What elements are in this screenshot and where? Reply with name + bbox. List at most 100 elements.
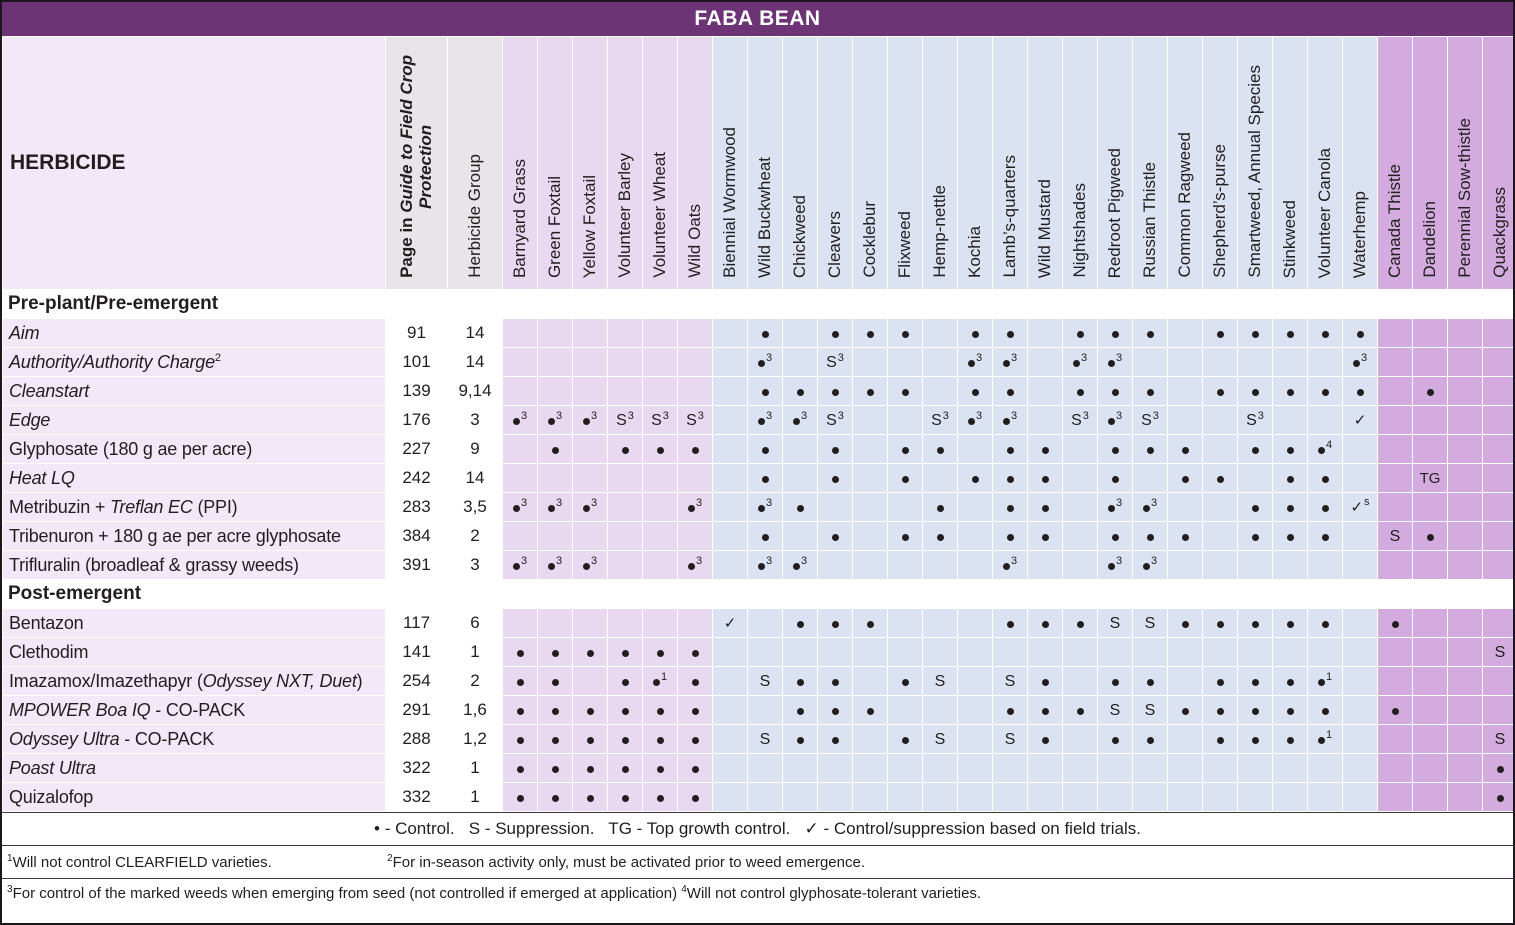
rating-cell — [1272, 608, 1308, 638]
control-dot: 3 — [757, 556, 772, 572]
rating-cell — [992, 695, 1028, 725]
dot-icon — [691, 447, 699, 454]
control-dot: 3 — [512, 411, 527, 427]
herbicide-group: 3 — [447, 405, 503, 435]
weed-column-header-label: Quackgrass — [1490, 187, 1510, 278]
rating-cell — [1447, 782, 1483, 812]
rating-cell — [1202, 608, 1238, 638]
control-dot: 3 — [582, 498, 597, 514]
rating-cell — [852, 463, 888, 493]
rating-cell — [572, 753, 608, 783]
control-dot: 3 — [547, 498, 562, 514]
control-dot — [761, 447, 769, 454]
rating-cell — [1027, 434, 1063, 464]
dot-icon — [971, 331, 979, 338]
rating-cell — [1202, 463, 1238, 493]
rating-cell: 3 — [502, 405, 538, 435]
rating-cell — [957, 463, 993, 493]
rating-cell — [1482, 347, 1513, 377]
weed-column-header-label: Canada Thistle — [1385, 163, 1405, 278]
weed-column-header-label: Common Ragweed — [1175, 132, 1195, 278]
rating-cell — [642, 434, 678, 464]
rating-cell — [852, 318, 888, 348]
weed-column-header-label: Lamb’s-quarters — [1000, 155, 1020, 278]
herbicide-group: 3 — [447, 550, 503, 580]
rating-cell — [1027, 405, 1063, 435]
control-dot — [1181, 447, 1189, 454]
rating-cell — [537, 434, 573, 464]
suppression-mark: S — [934, 673, 946, 690]
rating-cell — [1167, 347, 1203, 377]
rating-cell: 1 — [1307, 666, 1343, 696]
rating-cell — [677, 782, 713, 812]
control-dot — [1286, 447, 1294, 454]
rating-cell — [1027, 550, 1063, 580]
rating-cell: 3 — [1097, 492, 1133, 522]
control-dot — [1356, 389, 1364, 396]
control-dot — [1111, 737, 1119, 744]
control-dot — [1006, 476, 1014, 483]
rating-cell — [502, 695, 538, 725]
control-dot: 3 — [1002, 411, 1017, 427]
herbicide-row: Aim 91 14 — [2, 318, 1513, 348]
control-dot — [1391, 621, 1399, 628]
rating-cell — [957, 637, 993, 667]
herbicide-row: Authority/Authority Charge2 101 14 3 S 3 3 3 3 3 3 — [2, 347, 1513, 377]
control-dot — [1251, 708, 1259, 715]
rating-cell — [1342, 521, 1378, 551]
dot-icon — [1286, 737, 1294, 744]
herbicide-group: 9,14 — [447, 376, 503, 406]
rating-cell — [1412, 782, 1448, 812]
dot-icon — [1107, 505, 1115, 512]
suppression-mark: S — [1494, 731, 1506, 748]
control-dot: 3 — [967, 353, 982, 369]
rating-cell — [1062, 463, 1098, 493]
dot-icon — [621, 650, 629, 657]
rating-cell — [537, 753, 573, 783]
rating-cell — [1237, 550, 1273, 580]
rating-cell — [1272, 753, 1308, 783]
rating-cell: 3 — [957, 347, 993, 377]
dot-icon — [1142, 505, 1150, 512]
rating-cell — [1447, 608, 1483, 638]
dot-icon — [1181, 621, 1189, 628]
dot-icon — [757, 505, 765, 512]
dot-icon — [1146, 331, 1154, 338]
rating-cell — [957, 318, 993, 348]
dot-icon — [586, 650, 594, 657]
herbicide-name: Cleanstart — [2, 376, 386, 406]
rating-cell — [852, 782, 888, 812]
dot-icon — [796, 737, 804, 744]
rating-cell: S — [1132, 695, 1168, 725]
rating-cell — [1272, 724, 1308, 754]
dot-icon — [936, 447, 944, 454]
rating-cell — [1412, 521, 1448, 551]
rating-cell — [852, 637, 888, 667]
dot-icon — [1286, 505, 1294, 512]
control-dot — [1251, 331, 1259, 338]
rating-cell — [992, 463, 1028, 493]
rating-cell — [1202, 666, 1238, 696]
dot-icon — [1286, 389, 1294, 396]
control-dot — [1391, 708, 1399, 715]
rating-cell — [1167, 782, 1203, 812]
weed-column-header: Cocklebur — [852, 36, 888, 290]
rating-cell — [1132, 318, 1168, 348]
rating-cell — [537, 666, 573, 696]
weed-column-header: Kochia — [957, 36, 993, 290]
control-dot — [831, 679, 839, 686]
rating-cell: 3 — [782, 405, 818, 435]
dot-icon — [516, 679, 524, 686]
rating-cell — [1062, 492, 1098, 522]
dot-icon — [516, 708, 524, 715]
rating-cell: 3 — [992, 405, 1028, 435]
dot-icon — [1286, 534, 1294, 541]
rating-cell — [1342, 637, 1378, 667]
dot-icon — [757, 418, 765, 425]
herbicide-group: 14 — [447, 347, 503, 377]
herbicide-row: Bentazon 117 6 ✓ S S — [2, 608, 1513, 638]
weed-column-header: Stinkweed — [1272, 36, 1308, 290]
rating-cell — [712, 782, 748, 812]
